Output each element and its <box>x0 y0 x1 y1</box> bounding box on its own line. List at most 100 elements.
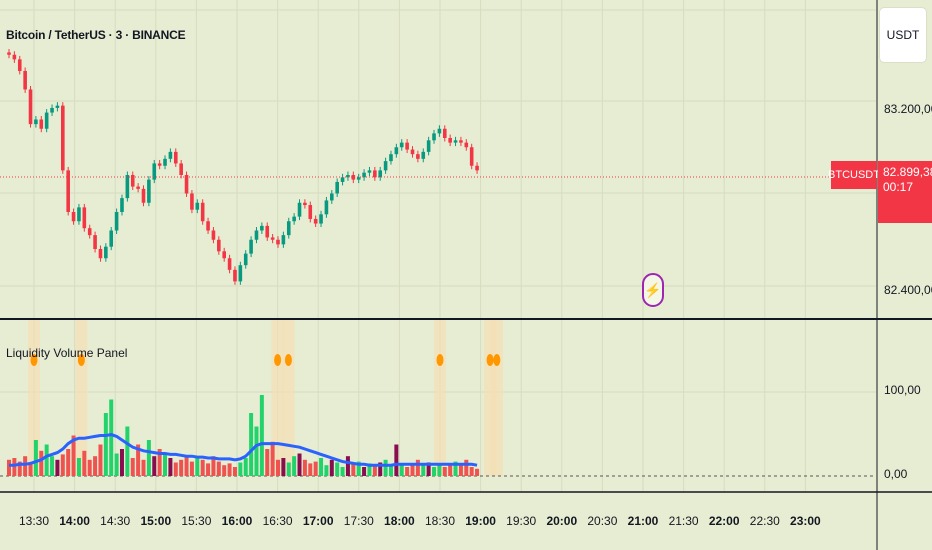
volume-bar <box>448 463 453 476</box>
volume-bar <box>442 467 447 476</box>
chart-title: Bitcoin / TetherUS · 3 · BINANCE <box>6 28 186 42</box>
candle-body <box>351 175 356 180</box>
candle-body <box>77 207 81 222</box>
volume-bar <box>340 467 345 476</box>
volume-bar <box>93 456 98 476</box>
candle-body <box>405 142 409 150</box>
volume-bar <box>383 459 388 476</box>
time-label: 13:30 <box>18 514 50 528</box>
volume-bar <box>458 465 463 476</box>
symbol-tag: BTCUSDT <box>828 161 880 189</box>
candle-body <box>383 161 388 171</box>
volume-bar <box>319 458 324 476</box>
volume-bar <box>163 453 168 476</box>
candle-body <box>141 188 146 203</box>
candle-body <box>410 149 415 155</box>
volume-bar <box>292 456 297 476</box>
volume-bar <box>44 444 49 476</box>
candle-body <box>319 214 323 224</box>
candle-body <box>346 175 350 178</box>
candle-body <box>130 175 135 187</box>
time-label: 18:30 <box>424 514 456 528</box>
candle-body <box>120 198 124 212</box>
liquidity-marker <box>274 354 282 366</box>
volume-bar <box>7 459 11 476</box>
volume-bar <box>211 456 216 476</box>
volume-bar <box>394 444 399 476</box>
candle-body <box>292 216 296 222</box>
volume-bar <box>356 461 361 476</box>
volume-bar <box>335 462 340 476</box>
volume-bar <box>313 461 318 476</box>
volume-bar <box>98 444 103 476</box>
volume-bar <box>146 440 151 476</box>
candle-body <box>98 249 103 259</box>
candle-body <box>238 265 243 282</box>
liquidity-marker <box>493 354 501 366</box>
candle-body <box>87 228 92 236</box>
panel-label-100: 100,00 <box>884 383 921 397</box>
liquidity-highlight <box>434 320 446 476</box>
volume-bar <box>136 444 141 476</box>
liquidity-marker <box>30 354 38 366</box>
volume-bar <box>12 458 17 476</box>
currency-button[interactable]: USDT <box>880 8 926 62</box>
candle-body <box>254 230 259 240</box>
volume-bar <box>453 461 458 476</box>
time-label: 19:30 <box>506 514 537 528</box>
volume-bar <box>276 459 280 476</box>
panel-label-0: 0,00 <box>884 467 908 481</box>
candle-body <box>39 119 44 129</box>
lightning-icon[interactable]: ⚡ <box>642 273 664 307</box>
candle-body <box>432 133 436 141</box>
volume-bar <box>141 459 146 476</box>
candle-body <box>66 170 70 212</box>
time-label: 17:30 <box>343 514 374 528</box>
volume-ma-line <box>9 433 478 467</box>
time-label: 16:30 <box>262 514 293 528</box>
volume-bar <box>66 449 71 476</box>
candle-body <box>335 181 339 194</box>
volume-bar <box>114 453 119 476</box>
volume-bar <box>55 459 60 476</box>
candle-body <box>44 112 49 129</box>
candle-body <box>163 158 167 166</box>
time-label: 18:00 <box>384 514 415 528</box>
volume-bar <box>109 399 114 476</box>
candle-body <box>28 89 33 125</box>
indicator-title: Liquidity Volume Panel <box>6 346 128 360</box>
price-label-high: 83.200,00 <box>884 102 932 116</box>
volume-bar <box>227 463 232 476</box>
candle-body <box>378 170 383 178</box>
time-label: 21:30 <box>668 514 699 528</box>
candle-body <box>71 212 76 222</box>
candle-body <box>308 205 313 219</box>
candle-body <box>421 151 426 159</box>
candle-body <box>340 177 345 182</box>
candle-body <box>243 253 248 266</box>
volume-bar <box>308 463 313 476</box>
candle-body <box>227 258 232 270</box>
volume-bar <box>152 456 157 476</box>
liquidity-highlight <box>490 320 503 476</box>
volume-bar <box>184 456 189 476</box>
time-label: 20:30 <box>587 514 618 528</box>
volume-bar <box>324 465 329 476</box>
volume-bar <box>405 467 410 476</box>
volume-bar <box>119 449 124 476</box>
candle-body <box>104 246 108 259</box>
volume-bar <box>297 453 302 476</box>
volume-bar <box>216 461 221 476</box>
volume-bar <box>189 461 194 476</box>
candle-body <box>222 251 226 259</box>
candle-body <box>136 186 140 189</box>
candle-body <box>459 140 463 143</box>
candle-body <box>416 154 420 159</box>
candle-body <box>152 163 157 180</box>
liquidity-marker <box>284 354 292 366</box>
candle-body <box>464 142 469 148</box>
candle-body <box>82 207 87 229</box>
candle-body <box>426 140 431 152</box>
candle-body <box>394 147 399 155</box>
